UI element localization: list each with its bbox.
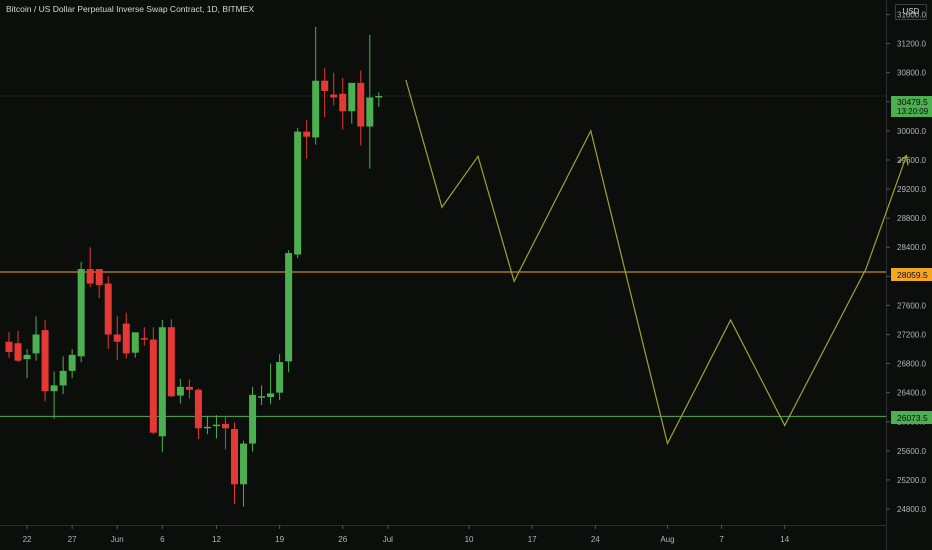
price-tick-label: 28800.0: [897, 214, 926, 223]
candle-body: [140, 338, 148, 340]
candle-body: [77, 269, 85, 357]
countdown-label: 13:20:09: [897, 107, 929, 116]
price-tick-label: 27600.0: [897, 301, 926, 310]
candle-body: [231, 429, 238, 485]
price-tick-label: 31600.0: [897, 11, 926, 20]
horizontal-levels: [0, 95, 886, 417]
chart-title: Bitcoin / US Dollar Perpetual Inverse Sw…: [6, 4, 255, 14]
price-tick-label: 31200.0: [897, 40, 926, 49]
projection-arrowhead: [898, 154, 909, 166]
projection-drawing[interactable]: [405, 79, 909, 446]
candle-body: [267, 393, 275, 398]
candle-body: [50, 385, 58, 392]
time-tick-label: Jun: [111, 535, 124, 544]
candle-body: [339, 93, 347, 112]
candle-body: [212, 424, 220, 427]
candle-body: [330, 94, 338, 98]
candle-body: [285, 253, 293, 362]
candle-body: [95, 269, 103, 286]
time-tick-label: 22: [23, 535, 32, 544]
price-tick-label: 29200.0: [897, 185, 926, 194]
candle-body: [194, 389, 202, 429]
candle-body: [276, 362, 284, 393]
time-tick-label: 17: [528, 535, 537, 544]
price-tick-label: 29600.0: [897, 156, 926, 165]
candle-body: [68, 354, 76, 371]
price-tick-label: 25600.0: [897, 447, 926, 456]
candle-body: [375, 95, 383, 98]
candle-body: [366, 97, 374, 127]
candle-body: [113, 334, 121, 342]
time-tick-label: 12: [212, 535, 221, 544]
candle-body: [104, 283, 112, 335]
candle-body: [5, 341, 13, 352]
time-axis[interactable]: 22 27 Jun 6 12 19 26 Jul 10 17 24 Aug 7 14: [0, 525, 886, 544]
price-tick-label: 28400.0: [897, 243, 926, 252]
candle-body: [303, 131, 311, 137]
time-tick-label: 6: [160, 535, 165, 544]
time-tick-label: 14: [780, 535, 789, 544]
time-tick-label: 26: [338, 535, 347, 544]
candle-body: [59, 370, 67, 386]
candle-body: [32, 334, 40, 354]
price-labels: 30479.5 13:20:09 28059.5 26073.5: [891, 96, 932, 424]
price-tick-label: 27200.0: [897, 330, 926, 339]
price-tick-label: 26400.0: [897, 389, 926, 398]
price-tick-label: 30800.0: [897, 69, 926, 78]
candle-body: [14, 343, 22, 361]
candle-body: [357, 82, 365, 127]
candle-body: [221, 423, 229, 429]
time-tick-label: Aug: [660, 535, 674, 544]
time-tick-label: 19: [275, 535, 284, 544]
time-tick-label: 27: [68, 535, 77, 544]
candle-body: [348, 82, 356, 112]
candle-body: [158, 327, 166, 437]
candle-body: [176, 386, 184, 396]
candle-body: [41, 330, 49, 392]
candle-body: [86, 269, 94, 284]
currency-button[interactable]: USD: [895, 4, 927, 20]
resistance-price-tag: [891, 268, 932, 281]
candle-body: [321, 80, 329, 91]
candle-body: [185, 386, 193, 390]
current-price-tag: [891, 96, 932, 117]
time-tick-label: 24: [591, 535, 600, 544]
candles-group: [5, 26, 383, 507]
support-price-tag: [891, 411, 932, 424]
time-tick-label: 7: [719, 535, 724, 544]
time-tick-label: Jul: [383, 535, 393, 544]
candle-body: [149, 339, 157, 433]
price-tick-label: 24800.0: [897, 505, 926, 514]
projection-path: [405, 79, 908, 446]
candle-body: [23, 354, 31, 360]
candle-body: [203, 426, 211, 429]
price-tick-label: 25200.0: [897, 476, 926, 485]
candle-body: [294, 131, 302, 255]
price-tick-label: 30000.0: [897, 127, 926, 136]
candle-body: [131, 332, 139, 353]
candle-body: [167, 327, 175, 397]
price-tick-label: 26800.0: [897, 360, 926, 369]
candle-body: [240, 443, 248, 485]
candle-body: [122, 323, 130, 354]
time-tick-label: 10: [465, 535, 474, 544]
candle-body: [249, 394, 257, 444]
candle-body: [258, 396, 266, 398]
candle-body: [312, 80, 320, 138]
current-price-label: 30479.5: [897, 97, 928, 107]
resistance-price-label: 28059.5: [897, 270, 928, 280]
support-price-label: 26073.5: [897, 413, 928, 423]
